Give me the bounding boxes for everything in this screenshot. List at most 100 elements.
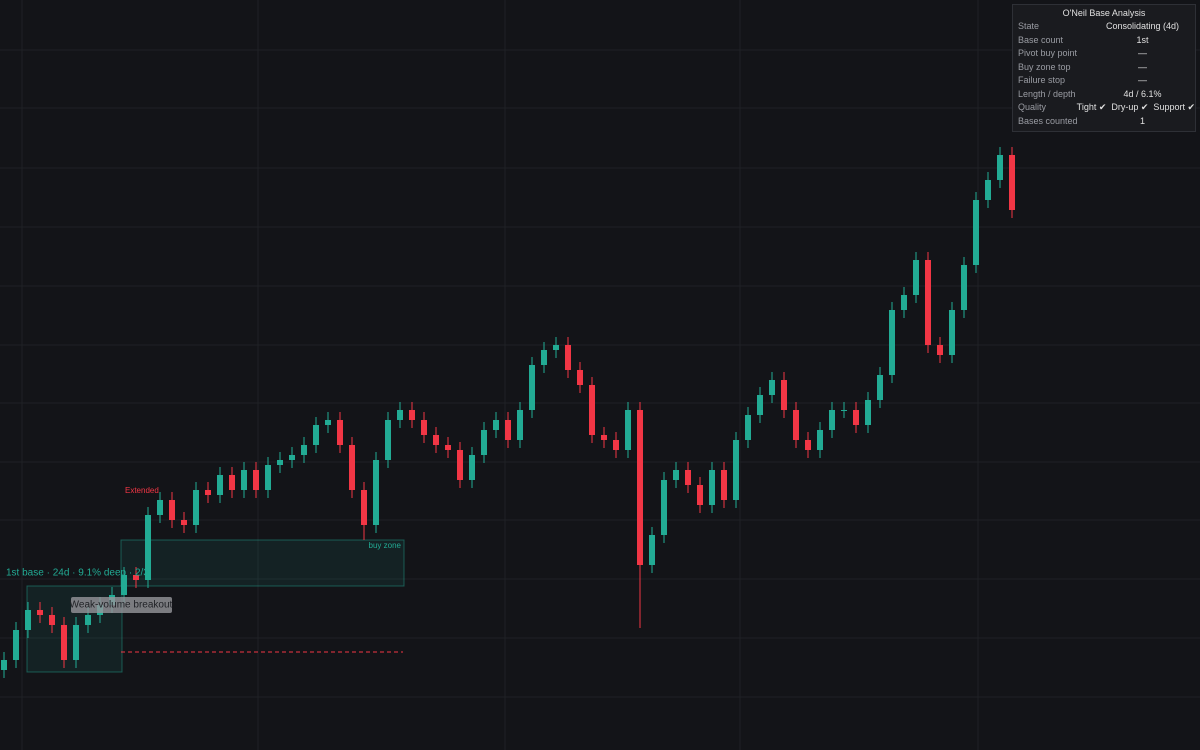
candle-body — [793, 410, 799, 440]
candle-body — [493, 420, 499, 430]
candle-body — [193, 490, 199, 525]
panel-row: State Consolidating (4d) — [1013, 20, 1195, 34]
candle-body — [709, 470, 715, 505]
panel-value: 1st — [1136, 34, 1149, 45]
candle-body — [853, 410, 859, 425]
candle-body — [673, 470, 679, 480]
candle-body — [445, 445, 451, 450]
panel-value: 4d / 6.1% — [1123, 88, 1162, 99]
candle-body — [109, 595, 115, 605]
candle-body — [913, 260, 919, 295]
candle-body — [889, 310, 895, 375]
panel-row: Pivot buy point — — [1013, 47, 1195, 61]
candle-body — [397, 410, 403, 420]
candle-body — [697, 485, 703, 505]
panel-row: Failure stop — — [1013, 74, 1195, 88]
panel-value: Consolidating (4d) — [1105, 21, 1180, 31]
candle-body — [517, 410, 523, 440]
candle-body — [589, 385, 595, 435]
candle-body — [145, 515, 151, 580]
panel-key: Base count — [1018, 34, 1064, 45]
candle-body — [865, 400, 871, 425]
candle-body — [949, 310, 955, 355]
candle-body — [565, 345, 571, 370]
panel-key: Failure stop — [1018, 75, 1066, 85]
candle-body — [25, 610, 31, 630]
info-panel: O'Neil Base Analysis State Consolidating … — [1012, 4, 1196, 132]
candle-body — [469, 455, 475, 480]
candle-body — [385, 420, 391, 460]
panel-key: Quality — [1018, 102, 1047, 112]
buy-zone-box — [120, 539, 405, 587]
candle-body — [757, 395, 763, 415]
panel-value: — — [1138, 48, 1147, 58]
candle-body — [13, 630, 19, 660]
candle-body — [49, 615, 55, 625]
candle-body — [205, 490, 211, 495]
candle-body — [505, 420, 511, 440]
panel-key: Pivot buy point — [1018, 48, 1078, 58]
candle-body — [841, 410, 847, 411]
candle-body — [73, 625, 79, 660]
candle-body — [961, 265, 967, 310]
candle-body — [457, 450, 463, 480]
candle-body — [1009, 155, 1015, 210]
candle-body — [361, 490, 367, 525]
candle-body — [121, 575, 127, 595]
candle-body — [769, 380, 775, 395]
candle-body — [781, 380, 787, 410]
candle-body — [829, 410, 835, 430]
candle-body — [481, 430, 487, 455]
candle-body — [433, 435, 439, 445]
candle-body — [133, 575, 139, 580]
candle-body — [973, 200, 979, 265]
panel-key: State — [1018, 21, 1040, 31]
candle-body — [625, 410, 631, 450]
candle-body — [337, 420, 343, 445]
candle-body — [529, 365, 535, 410]
candle-body — [325, 420, 331, 425]
candle-body — [721, 470, 727, 500]
candle-body — [313, 425, 319, 445]
candle-body — [157, 500, 163, 515]
candle-body — [745, 415, 751, 440]
candle-body — [1, 660, 7, 670]
panel-row: Buy zone top — — [1013, 61, 1195, 75]
panel-value: Tight ✔ Dry-up ✔ Support ✔ — [1076, 102, 1195, 112]
candle-body — [169, 500, 175, 520]
candle-body — [349, 445, 355, 490]
candle-body — [817, 430, 823, 450]
candle-body — [373, 460, 379, 525]
panel-key: Bases counted — [1018, 115, 1078, 126]
panel-title: O'Neil Base Analysis — [1062, 8, 1146, 18]
panel-row: Base count 1st — [1013, 34, 1195, 48]
candle-body — [925, 260, 931, 345]
candle-body — [805, 440, 811, 450]
candle-body — [685, 470, 691, 485]
candle-body — [217, 475, 223, 495]
candle-body — [61, 625, 67, 660]
candles — [1, 147, 1015, 678]
candle-body — [85, 615, 91, 625]
candle-body — [613, 440, 619, 450]
candle-body — [37, 610, 43, 615]
candle-body — [409, 410, 415, 420]
candle-body — [97, 605, 103, 615]
candle-body — [649, 535, 655, 565]
candle-body — [601, 435, 607, 440]
candle-body — [901, 295, 907, 310]
candle-body — [253, 470, 259, 490]
panel-value: — — [1138, 61, 1147, 72]
candle-body — [289, 455, 295, 460]
candle-body — [541, 350, 547, 365]
panel-row: Length / depth 4d / 6.1% — [1013, 88, 1195, 102]
candle-body — [241, 470, 247, 490]
panel-key: Buy zone top — [1018, 61, 1071, 72]
panel-row: Quality Tight ✔ Dry-up ✔ Support ✔ — [1013, 101, 1195, 115]
candle-body — [229, 475, 235, 490]
candle-body — [421, 420, 427, 435]
panel-value: — — [1138, 75, 1147, 85]
candle-body — [577, 370, 583, 385]
